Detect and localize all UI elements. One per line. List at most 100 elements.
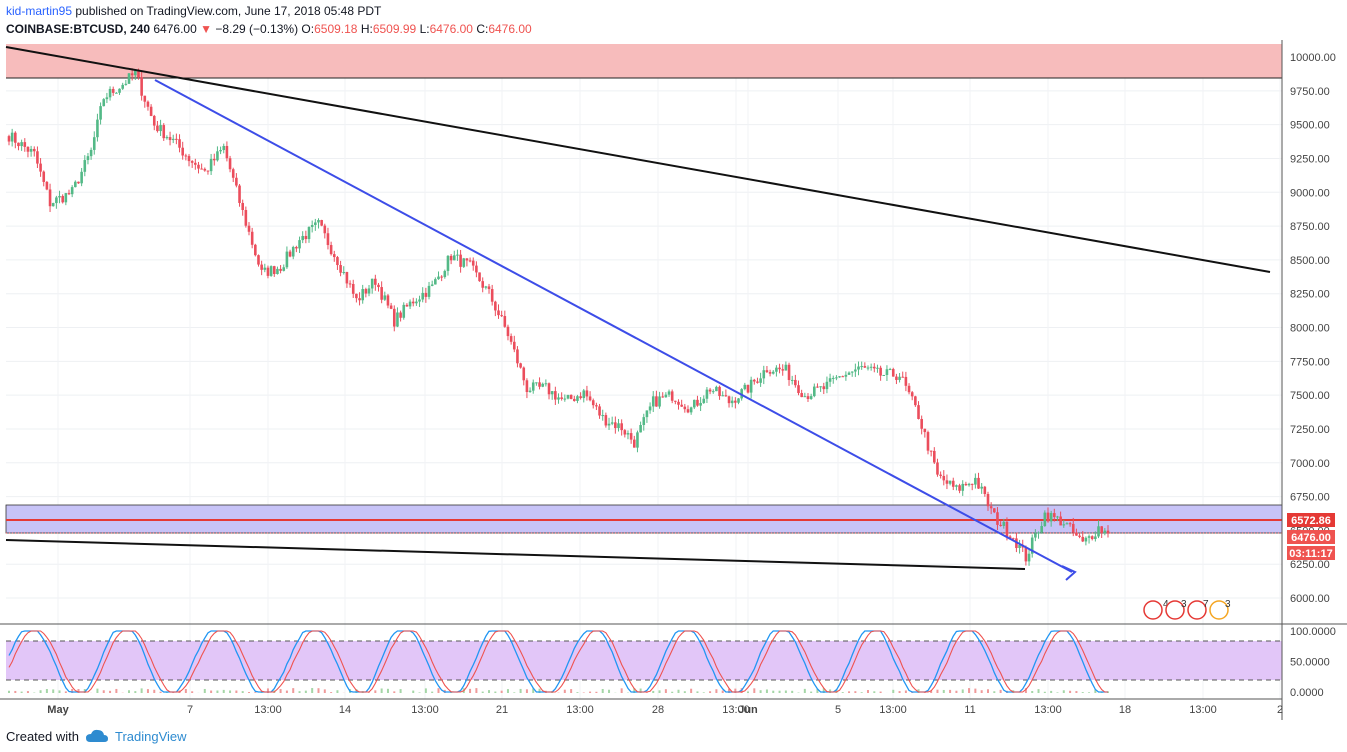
candle-body (869, 366, 873, 368)
close-label: C: (476, 22, 489, 36)
volume-bar (683, 691, 686, 693)
candle-body (692, 399, 696, 408)
resistance-zone[interactable] (6, 44, 1282, 78)
candle-body (541, 383, 545, 387)
candle-body (279, 268, 282, 271)
volume-bar (222, 689, 225, 693)
candle-body (478, 272, 481, 282)
candle-body (389, 305, 393, 309)
candle-body (664, 394, 668, 398)
candle-body (462, 258, 466, 267)
candle-body (743, 384, 747, 390)
candle-body (636, 432, 639, 448)
volume-bar (184, 689, 187, 693)
volume-bar (822, 688, 825, 693)
candle-body (415, 301, 418, 304)
volume-bar (58, 690, 61, 693)
volume-bar (380, 688, 383, 693)
candle-body (891, 369, 895, 377)
volume-bar (570, 689, 573, 693)
candle-body (386, 295, 390, 306)
volume-bar (1088, 692, 1091, 693)
candle-body (610, 422, 614, 424)
candle-body (421, 292, 425, 300)
candle-body (23, 142, 27, 147)
volume-bar (386, 688, 389, 693)
candle-body (787, 364, 791, 381)
low-label: L: (419, 22, 430, 36)
oscillator-axis: 100.0000 50.0000 0.0000 (1290, 626, 1336, 699)
level-price-tag (1287, 513, 1335, 527)
volume-bar (216, 690, 219, 693)
price-tick-label: 10000.00 (1290, 52, 1336, 64)
volume-bar (488, 690, 491, 693)
oscillator-pane[interactable] (8, 630, 1109, 693)
volume-bar (412, 690, 415, 693)
candle-body (181, 147, 184, 156)
candle-body (36, 151, 39, 164)
high-label: H: (360, 22, 373, 36)
candle-body (310, 224, 314, 228)
candle-body (102, 99, 106, 107)
volume-bar (1062, 690, 1065, 693)
candle-body (194, 162, 197, 165)
volume-bar (481, 691, 484, 693)
candle-body (329, 245, 333, 255)
us-flag-icon[interactable] (1165, 600, 1185, 620)
price-tick-label: 7750.00 (1290, 356, 1330, 368)
volume-bar (848, 691, 851, 693)
candle-body (29, 148, 33, 152)
time-tick-label: 7 (187, 704, 193, 716)
symbol-name[interactable]: COINBASE:BTCUSD, 240 (6, 22, 151, 36)
volume-bar (968, 688, 971, 693)
candle-body (127, 73, 131, 84)
volume-bar (266, 688, 269, 693)
author-link[interactable]: kid-martin95 (6, 4, 73, 18)
candle-body (680, 404, 683, 407)
bar-countdown: 03:11:17 (1289, 548, 1332, 560)
candle-body (993, 508, 996, 513)
volume-bar (317, 688, 320, 693)
volume-bar (1024, 688, 1027, 693)
volume-bar (500, 690, 503, 693)
tradingview-link[interactable]: TradingView (114, 728, 187, 744)
lower-trendline[interactable] (5, 539, 1026, 570)
candle-body (190, 161, 194, 163)
candle-body (778, 367, 781, 370)
volume-bar (620, 688, 623, 693)
candle-body (348, 283, 352, 285)
candle-body (895, 376, 898, 380)
candle-body (212, 158, 216, 161)
candle-body (399, 312, 402, 318)
volume-bar (955, 690, 958, 693)
candle-body (304, 235, 308, 240)
candle-body (822, 386, 826, 390)
candle-body (351, 283, 355, 294)
volume-bar (715, 689, 718, 693)
volume-bar (898, 691, 901, 693)
candle-body (17, 142, 20, 147)
candle-body (74, 181, 77, 188)
us-flag-icon[interactable] (1143, 600, 1163, 620)
volume-bar (696, 691, 699, 693)
volume-bar (721, 690, 724, 693)
blue-trendline[interactable] (154, 79, 1073, 573)
eu-flag-icon[interactable] (1209, 600, 1229, 620)
candle-body (866, 367, 870, 369)
candle-body (651, 396, 655, 407)
candle-body (929, 450, 933, 452)
volume-bar (961, 689, 964, 693)
candle-body (77, 181, 80, 184)
candle-body (99, 106, 102, 120)
candle-body (459, 254, 462, 267)
price-axis[interactable]: 10000.00 9750.00 9500.00 9250.00 9000.00 8750… (1290, 52, 1336, 605)
candle-body (790, 379, 794, 381)
last-price-label: 6476.00 (1291, 532, 1331, 544)
upper-trendline[interactable] (5, 46, 1271, 273)
candle-body (162, 125, 166, 139)
us-flag-icon[interactable] (1187, 600, 1207, 620)
candle-body (291, 246, 295, 257)
event-flags[interactable]: 4 3 7 3 (1143, 599, 1231, 620)
